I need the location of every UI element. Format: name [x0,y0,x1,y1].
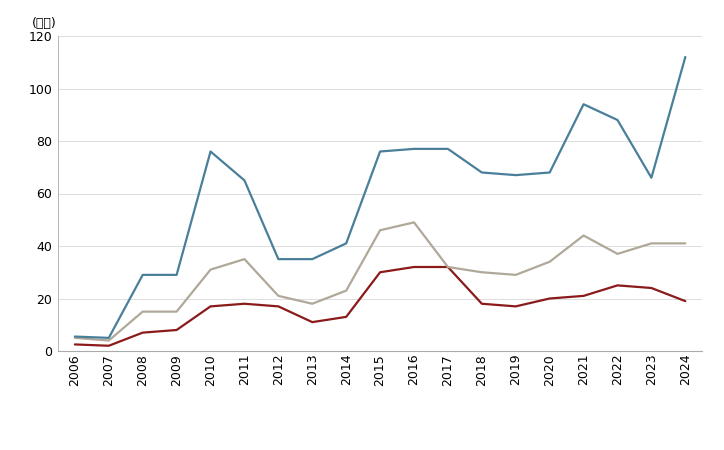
25% [511,304,520,309]
75% [70,334,79,339]
75% [240,178,249,183]
25% [376,270,384,275]
50% [138,309,147,314]
25% [206,304,215,309]
25% [545,296,554,301]
75% [206,149,215,154]
50% [206,267,215,272]
50% [104,338,113,343]
25% [138,330,147,335]
50% [681,241,690,246]
Text: (亿元): (亿元) [32,17,57,30]
50% [579,233,588,238]
50% [613,251,622,256]
50% [342,288,350,293]
25% [308,320,316,325]
50% [172,309,181,314]
50% [444,264,452,270]
75% [274,256,282,262]
25% [240,301,249,306]
75% [308,256,316,262]
25% [410,264,418,270]
25% [613,283,622,288]
50% [70,335,79,341]
50% [308,301,316,306]
75% [138,272,147,278]
50% [545,259,554,265]
50% [376,228,384,233]
75% [511,172,520,178]
75% [104,335,113,341]
75% [444,146,452,152]
25% [681,298,690,304]
75% [478,170,487,175]
50% [478,270,487,275]
50% [274,293,282,299]
75% [681,54,690,60]
75% [376,149,384,154]
25% [478,301,487,306]
50% [410,220,418,225]
25% [274,304,282,309]
75% [172,272,181,278]
Line: 25%: 25% [75,267,686,346]
25% [172,327,181,333]
75% [342,241,350,246]
Line: 75%: 75% [75,57,686,338]
75% [613,117,622,123]
25% [444,264,452,270]
25% [647,285,656,291]
75% [410,146,418,152]
Legend: 25%, 50%, 75%: 25%, 50%, 75% [256,446,505,450]
75% [647,175,656,180]
50% [240,256,249,262]
25% [342,314,350,319]
25% [104,343,113,348]
25% [70,342,79,347]
75% [545,170,554,175]
25% [579,293,588,299]
50% [647,241,656,246]
50% [511,272,520,278]
Line: 50%: 50% [75,222,686,341]
75% [579,102,588,107]
